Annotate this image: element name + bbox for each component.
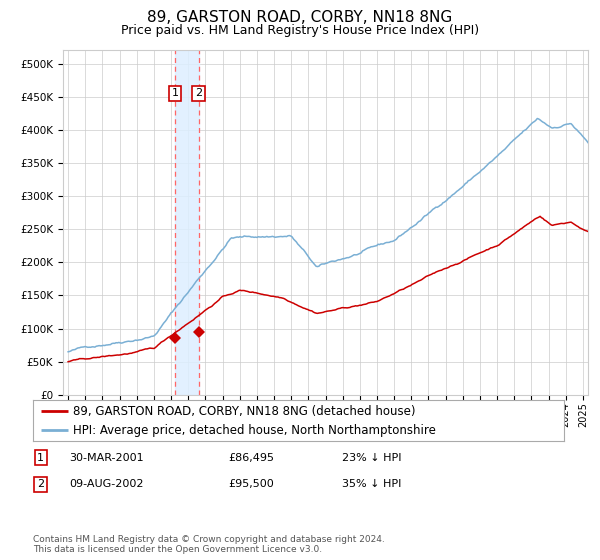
Text: 2: 2 [195,88,202,99]
Text: Price paid vs. HM Land Registry's House Price Index (HPI): Price paid vs. HM Land Registry's House … [121,24,479,36]
Text: 35% ↓ HPI: 35% ↓ HPI [342,479,401,489]
Text: 1: 1 [172,88,179,99]
Text: 89, GARSTON ROAD, CORBY, NN18 8NG: 89, GARSTON ROAD, CORBY, NN18 8NG [148,10,452,25]
Text: 2: 2 [37,479,44,489]
Text: 09-AUG-2002: 09-AUG-2002 [69,479,143,489]
Bar [175,50,199,395]
Text: £95,500: £95,500 [228,479,274,489]
Text: 1: 1 [37,452,44,463]
Text: £86,495: £86,495 [228,452,274,463]
Text: HPI: Average price, detached house, North Northamptonshire: HPI: Average price, detached house, Nort… [73,424,436,437]
Text: 89, GARSTON ROAD, CORBY, NN18 8NG (detached house): 89, GARSTON ROAD, CORBY, NN18 8NG (detac… [73,405,415,418]
Text: 23% ↓ HPI: 23% ↓ HPI [342,452,401,463]
Text: 30-MAR-2001: 30-MAR-2001 [69,452,143,463]
Text: Contains HM Land Registry data © Crown copyright and database right 2024.
This d: Contains HM Land Registry data © Crown c… [33,535,385,554]
